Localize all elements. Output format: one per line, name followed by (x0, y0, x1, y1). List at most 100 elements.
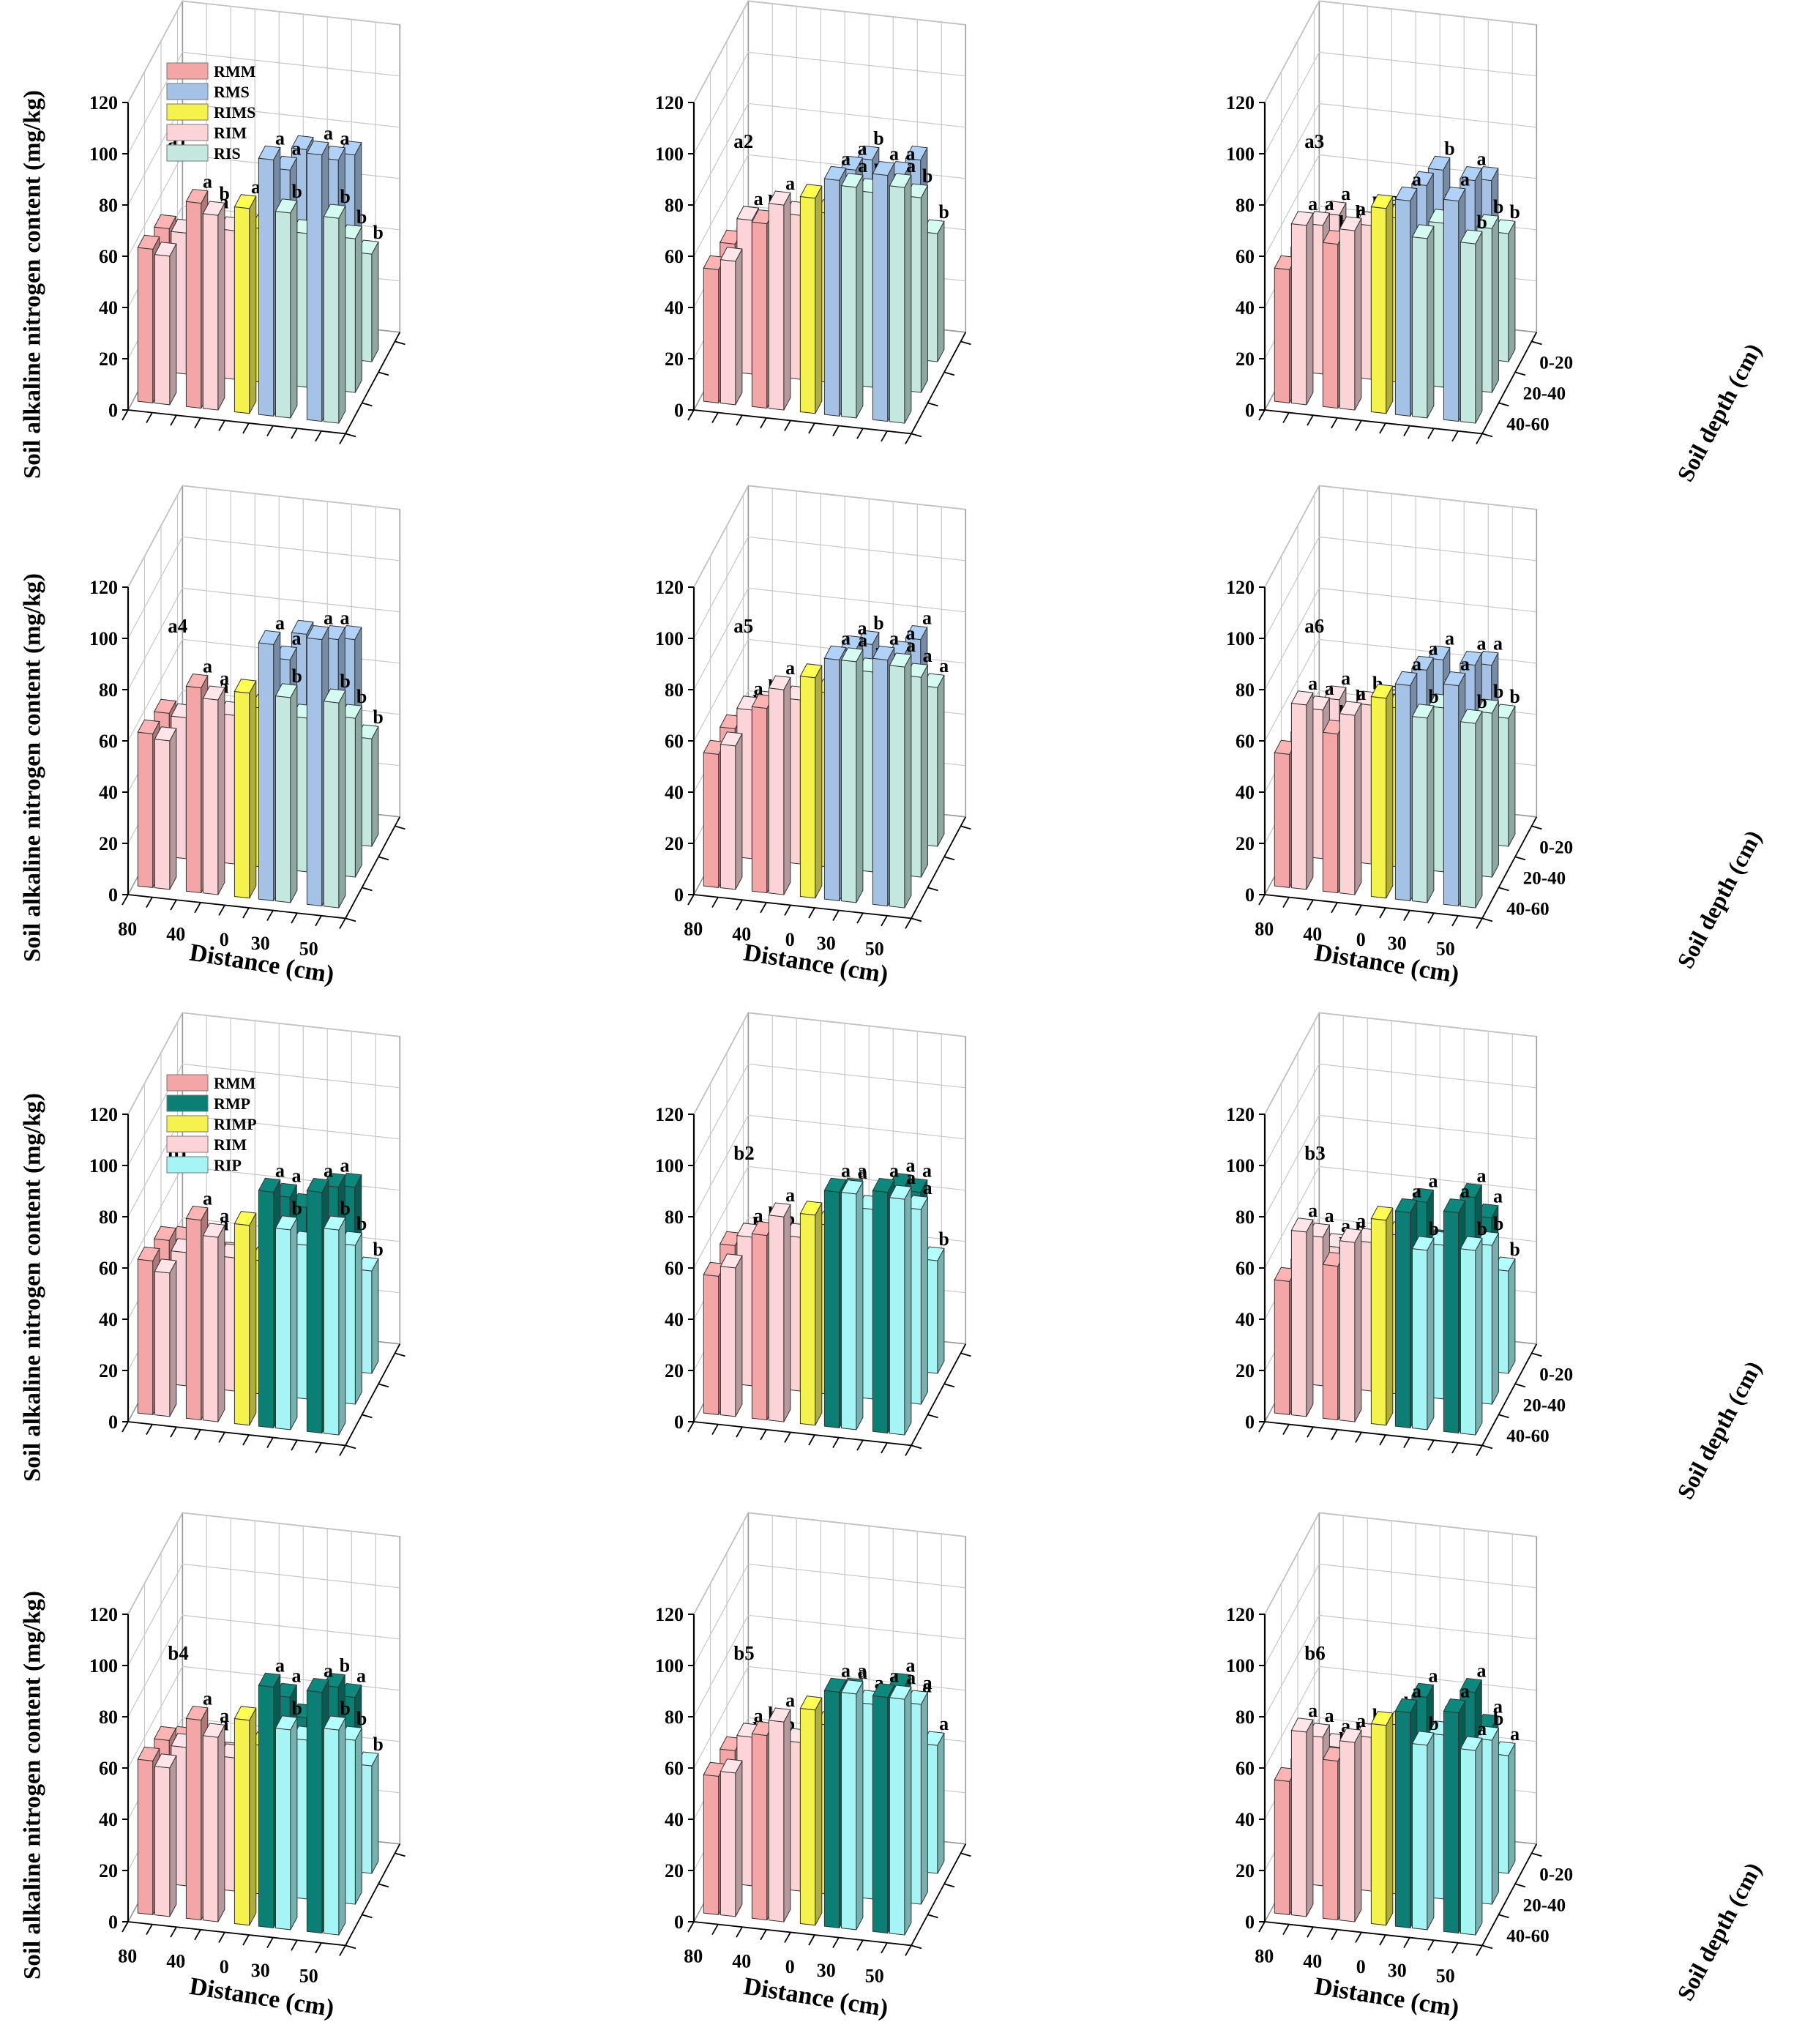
bar-top-face (154, 698, 177, 714)
bar-top-face (323, 204, 346, 219)
bar-top-face (137, 1746, 160, 1761)
significance-label: a (275, 1655, 285, 1676)
significance-label: a (291, 138, 301, 160)
bar-front-face (1339, 228, 1356, 411)
y-tick-label: 80 (665, 679, 684, 701)
bar-front-face (720, 259, 736, 406)
y-tick-label: 120 (89, 92, 118, 113)
significance-label: a (939, 1713, 949, 1734)
panel-b6: 0 20 40 60 80 100 120 b6 80 40 0 30 50 0-20 20-40 40-60… (1226, 1512, 1573, 1986)
y-tick-label: 40 (99, 1309, 118, 1330)
depth-tick (1531, 1852, 1542, 1857)
significance-label: a (1460, 1681, 1470, 1702)
significance-label: a (939, 655, 949, 676)
x-tick (856, 912, 864, 924)
bar-side-face (904, 654, 912, 909)
significance-label: a (1510, 1723, 1520, 1745)
bar (872, 645, 895, 907)
panel-a2: 020406080100120a2bbbbbbababababbaaaaa (655, 0, 971, 444)
bar-top-face (154, 1226, 177, 1241)
bar-top-face (889, 1685, 912, 1700)
x-tick (736, 414, 743, 426)
x-tick (1427, 428, 1435, 439)
significance-label: a (841, 1160, 851, 1182)
y-axis-label: Soil alkaline nitrogen content (mg/kg) (19, 1092, 46, 1482)
bar-top-face (1339, 701, 1362, 716)
panel-label: b6 (1304, 1642, 1326, 1664)
bar-front-face (185, 685, 202, 894)
significance-label: a (1325, 1705, 1334, 1726)
depth-tick (1514, 1383, 1526, 1388)
x-tick (1451, 1942, 1459, 1954)
x-tick (291, 912, 298, 924)
significance-label: b (356, 1213, 367, 1234)
y-tick-label: 40 (99, 782, 118, 803)
significance-label: a (857, 138, 867, 160)
bar-front-face (1290, 223, 1307, 406)
y-tick-label: 100 (1226, 1655, 1255, 1676)
bar (840, 1679, 864, 1931)
bar-side-face (783, 677, 791, 895)
x-tick (170, 414, 177, 426)
bar-top-face (202, 1723, 225, 1738)
depth-tick (927, 1414, 938, 1419)
bar-top-face (1411, 1731, 1435, 1746)
base-edge (127, 816, 401, 920)
bar-front-face (275, 211, 291, 419)
bar-front-face (889, 1697, 905, 1936)
x-tick (291, 1939, 298, 1951)
bar-top-face (1460, 709, 1483, 724)
significance-label: a (905, 1655, 915, 1676)
depth-tick (1498, 1914, 1509, 1919)
depth-tick (1498, 1414, 1509, 1419)
bar-front-face (768, 203, 785, 411)
bar-side-face (1427, 1237, 1435, 1431)
x-tick (832, 425, 840, 437)
bar-top-face (1460, 1677, 1483, 1693)
bar-front-face (823, 1690, 840, 1928)
bar-front-face (1322, 242, 1339, 409)
significance-label: b (1476, 212, 1487, 233)
significance-label: a (1356, 198, 1366, 220)
x-tick (291, 1439, 298, 1451)
y-tick-label: 40 (665, 1809, 684, 1830)
significance-label: b (1509, 201, 1520, 223)
significance-label: b (1428, 686, 1438, 707)
depth-tick (960, 825, 971, 830)
depth-tick (1481, 433, 1493, 438)
legend-swatch (166, 83, 209, 100)
significance-label: b (1493, 681, 1503, 702)
bar-top-face (1370, 684, 1394, 699)
y-tick-label: 100 (655, 628, 684, 649)
bar-top-face (799, 1696, 823, 1711)
base-edge (127, 1343, 401, 1447)
significance-label: a (1460, 654, 1470, 675)
bar-front-face (872, 173, 889, 422)
bar-top-face (1427, 155, 1451, 171)
x-tick (146, 897, 153, 909)
significance-label: a (889, 143, 899, 165)
y-tick-label: 20 (665, 348, 684, 370)
significance-label: b (219, 183, 229, 204)
x-tick (881, 430, 888, 442)
y-tick-label: 0 (674, 1911, 684, 1933)
significance-label: a (324, 608, 333, 629)
depth-tick (1498, 402, 1509, 407)
bar-side-face (249, 1707, 257, 1926)
significance-label: a (923, 645, 932, 666)
depth-tick (927, 1914, 938, 1919)
bar-front-face (185, 1717, 202, 1921)
bar-front-face (1460, 721, 1476, 909)
bar (840, 1179, 864, 1431)
bar (274, 198, 298, 419)
bar (768, 190, 791, 411)
legend-label: RMP (214, 1094, 250, 1113)
bar-side-face (904, 175, 912, 424)
legend-swatch (166, 103, 209, 121)
bar-top-face (274, 1715, 298, 1731)
bar-front-face (872, 657, 889, 907)
significance-label: a (785, 1690, 795, 1711)
x-tick (339, 1444, 346, 1456)
bar-side-face (1475, 1238, 1483, 1436)
depth-tick (1531, 340, 1542, 346)
